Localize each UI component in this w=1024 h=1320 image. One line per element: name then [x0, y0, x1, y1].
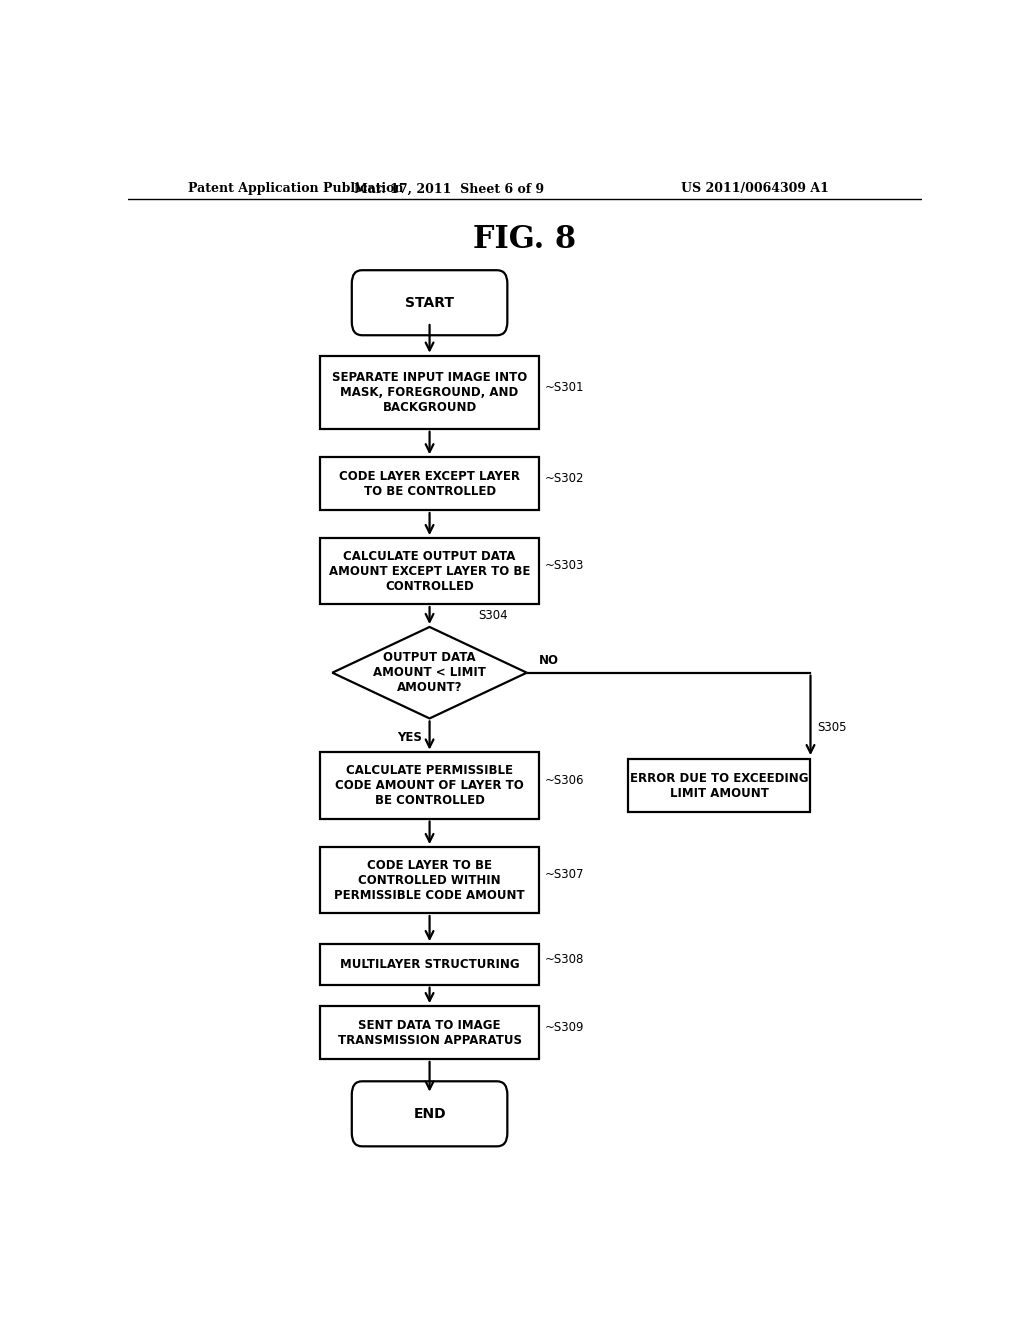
- Text: ~S307: ~S307: [545, 869, 585, 882]
- Text: ~S306: ~S306: [545, 774, 585, 787]
- FancyBboxPatch shape: [352, 1081, 507, 1146]
- Text: START: START: [406, 296, 454, 310]
- Text: S304: S304: [478, 609, 508, 622]
- Text: FIG. 8: FIG. 8: [473, 224, 577, 255]
- Text: Patent Application Publication: Patent Application Publication: [187, 182, 403, 195]
- Text: END: END: [414, 1106, 445, 1121]
- Text: Mar. 17, 2011  Sheet 6 of 9: Mar. 17, 2011 Sheet 6 of 9: [354, 182, 545, 195]
- Text: US 2011/0064309 A1: US 2011/0064309 A1: [681, 182, 828, 195]
- Text: OUTPUT DATA
AMOUNT < LIMIT
AMOUNT?: OUTPUT DATA AMOUNT < LIMIT AMOUNT?: [373, 651, 486, 694]
- Text: ~S302: ~S302: [545, 473, 585, 484]
- Text: SENT DATA TO IMAGE
TRANSMISSION APPARATUS: SENT DATA TO IMAGE TRANSMISSION APPARATU…: [338, 1019, 521, 1047]
- Text: CODE LAYER EXCEPT LAYER
TO BE CONTROLLED: CODE LAYER EXCEPT LAYER TO BE CONTROLLED: [339, 470, 520, 498]
- Text: ~S308: ~S308: [545, 953, 585, 966]
- Polygon shape: [333, 627, 526, 718]
- Text: ~S309: ~S309: [545, 1020, 585, 1034]
- Text: MULTILAYER STRUCTURING: MULTILAYER STRUCTURING: [340, 958, 519, 972]
- Text: CODE LAYER TO BE
CONTROLLED WITHIN
PERMISSIBLE CODE AMOUNT: CODE LAYER TO BE CONTROLLED WITHIN PERMI…: [334, 858, 525, 902]
- Bar: [321, 1006, 539, 1059]
- Bar: [321, 752, 539, 818]
- Text: NO: NO: [539, 653, 559, 667]
- Text: CALCULATE OUTPUT DATA
AMOUNT EXCEPT LAYER TO BE
CONTROLLED: CALCULATE OUTPUT DATA AMOUNT EXCEPT LAYE…: [329, 549, 530, 593]
- Text: CALCULATE PERMISSIBLE
CODE AMOUNT OF LAYER TO
BE CONTROLLED: CALCULATE PERMISSIBLE CODE AMOUNT OF LAY…: [335, 764, 524, 807]
- Bar: [321, 539, 539, 605]
- Text: YES: YES: [397, 731, 422, 743]
- Text: ERROR DUE TO EXCEEDING
LIMIT AMOUNT: ERROR DUE TO EXCEEDING LIMIT AMOUNT: [630, 771, 809, 800]
- FancyBboxPatch shape: [352, 271, 507, 335]
- Text: SEPARATE INPUT IMAGE INTO
MASK, FOREGROUND, AND
BACKGROUND: SEPARATE INPUT IMAGE INTO MASK, FOREGROU…: [332, 371, 527, 413]
- Bar: [321, 355, 539, 429]
- Text: ~S301: ~S301: [545, 380, 585, 393]
- Bar: [321, 847, 539, 913]
- Text: S305: S305: [817, 721, 847, 734]
- Bar: [321, 457, 539, 510]
- Bar: [628, 759, 811, 812]
- Text: ~S303: ~S303: [545, 560, 585, 573]
- Bar: [321, 944, 539, 985]
